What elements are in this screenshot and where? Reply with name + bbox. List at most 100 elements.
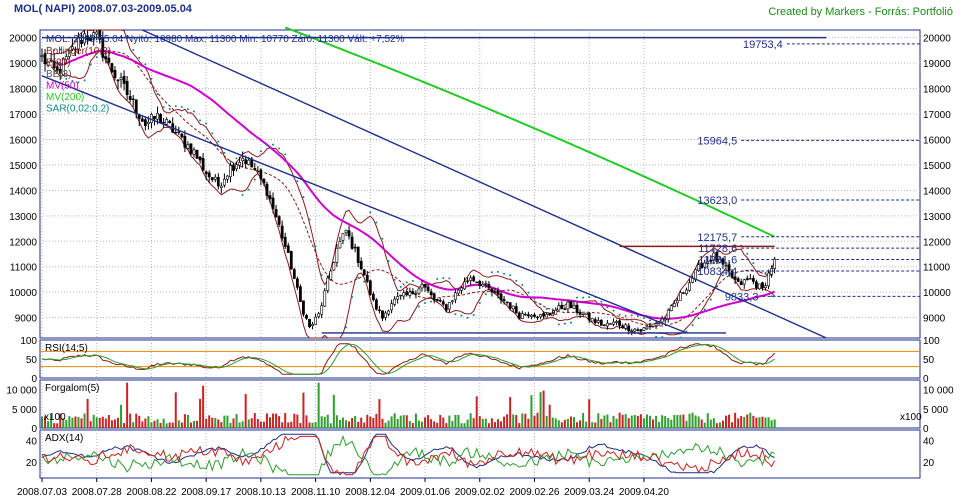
volume-bar [375, 413, 378, 428]
candle-body [140, 118, 144, 122]
candle-body [274, 209, 278, 218]
volume-scale-right: x100 [900, 412, 922, 423]
volume-bar [138, 415, 141, 428]
volume-bar [71, 417, 74, 428]
candle-body [247, 159, 251, 165]
volume-bar [424, 417, 427, 428]
candle-body [539, 314, 542, 318]
volume-bar [472, 418, 475, 428]
volume-bar [405, 415, 408, 428]
candle-body [147, 121, 150, 124]
sar-dot [186, 108, 189, 111]
candle-body [636, 329, 640, 331]
candle-body [43, 53, 47, 65]
adx-tick-left: 40 [26, 437, 38, 448]
sar-dot [411, 279, 414, 282]
candle-body [110, 63, 114, 73]
candle-body [478, 281, 482, 286]
sar-dot [691, 324, 694, 327]
candle-body [569, 301, 573, 309]
volume-bar [712, 418, 715, 428]
volume-bar [113, 419, 116, 428]
volume-bar [390, 416, 393, 428]
candle-body [724, 264, 728, 267]
legend-entry: E(20) [46, 58, 70, 69]
volume-bar [232, 418, 235, 428]
volume-bar [618, 412, 621, 428]
chart-title: MOL( NAPI) 2008.07.03-2009.05.04 [14, 3, 192, 15]
candle-body [602, 324, 606, 326]
volume-bar [746, 414, 749, 428]
candle-body [256, 170, 260, 173]
candle-body [332, 262, 336, 271]
volume-bar [378, 399, 381, 428]
volume-bar [305, 415, 308, 428]
sar-dot [168, 108, 171, 111]
candle-body [119, 77, 123, 80]
rsi-signal-line [41, 343, 775, 375]
candle-body [61, 58, 65, 76]
bollinger-upper-line [51, 29, 776, 325]
candle-body [210, 177, 214, 181]
price-tick-label-left: 18000 [9, 85, 37, 96]
volume-bar [667, 417, 670, 428]
candle-body [666, 309, 670, 320]
sar-dot [484, 293, 487, 296]
volume-bar [417, 420, 420, 428]
volume-bar [104, 418, 107, 428]
sar-dot [417, 305, 420, 308]
volume-bar [126, 382, 129, 428]
volume-bar [703, 422, 706, 428]
volume-bar [47, 421, 50, 428]
volume-bar [709, 419, 712, 428]
rsi-tick-left: 50 [26, 355, 38, 366]
volume-bar [332, 394, 335, 428]
sar-dot [132, 48, 135, 51]
volume-bar [448, 415, 451, 428]
candle-body [104, 56, 108, 60]
candle-body [396, 296, 400, 300]
volume-bar [706, 413, 709, 428]
volume-bar [661, 415, 664, 428]
candle-body [715, 251, 719, 262]
candle-body [764, 285, 767, 288]
volume-bar [478, 416, 481, 428]
candle-body [125, 80, 129, 96]
candle-body [268, 195, 272, 200]
candle-body [226, 175, 229, 180]
candle-body [457, 289, 460, 294]
candle-body [229, 165, 232, 178]
sar-dot [53, 49, 56, 52]
sar-dot [703, 308, 706, 311]
volume-bar [98, 417, 101, 428]
candle-body [58, 68, 62, 74]
candle-body [761, 282, 764, 289]
candle-body [444, 304, 448, 311]
volume-bar [354, 416, 357, 428]
volume-bar [101, 416, 104, 428]
sar-dot [715, 285, 718, 288]
volume-bar [451, 421, 454, 428]
candle-body [460, 287, 463, 291]
x-tick-label: 2008.08.22 [126, 487, 176, 498]
sar-dot [588, 296, 591, 299]
candle-body [672, 303, 676, 308]
candle-body [350, 236, 354, 249]
volume-bar [144, 418, 147, 428]
fib-level-label: 13623,0 [697, 195, 737, 207]
volume-bar [186, 414, 189, 428]
volume-bar [329, 423, 332, 428]
sar-dot [320, 274, 323, 277]
volume-bar [269, 417, 271, 428]
volume-bar [512, 414, 515, 428]
volume-bar [639, 414, 642, 428]
sar-dot [223, 151, 226, 154]
volume-bar [86, 398, 89, 428]
candle-body [162, 121, 166, 124]
volume-bar [421, 421, 423, 428]
sar-dot [509, 274, 512, 277]
candle-body [259, 169, 263, 180]
fib-level-label: 19753,4 [743, 39, 783, 51]
candle-body [748, 278, 752, 280]
